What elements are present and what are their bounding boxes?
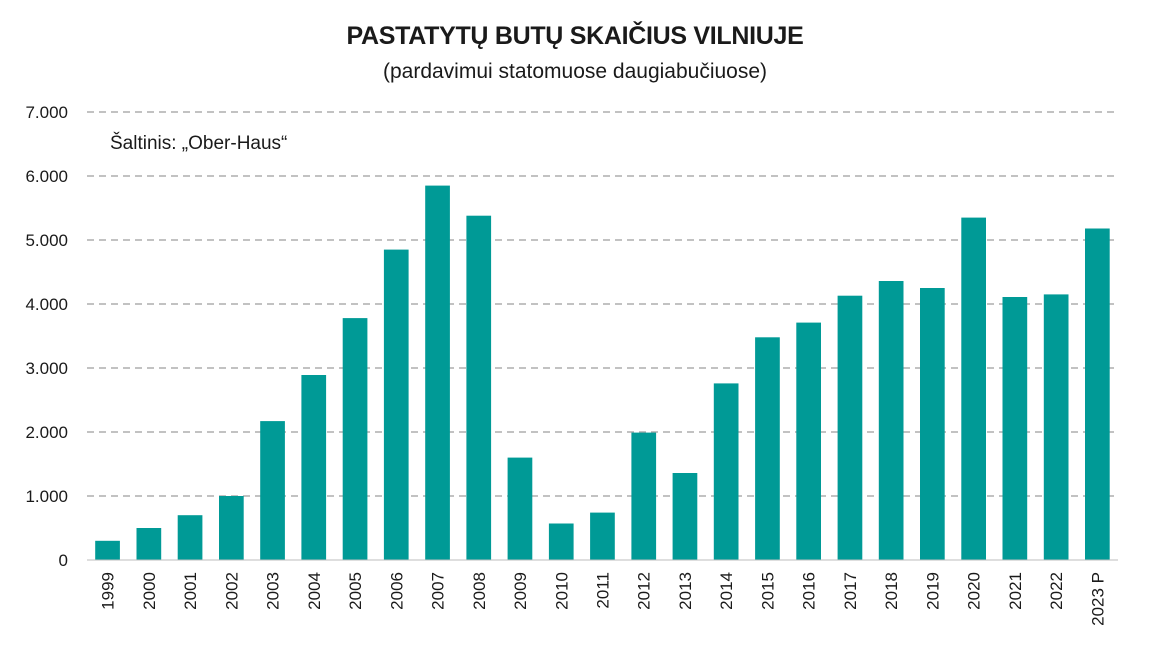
bar bbox=[219, 496, 244, 560]
bars bbox=[95, 185, 1110, 560]
bar bbox=[755, 337, 780, 560]
bar bbox=[507, 457, 533, 560]
x-axis-ticks: 1999 2000 2001 2002 2003 2004 2005 2006 2007 2008… bbox=[99, 572, 1108, 626]
x-tick-label: 2007 bbox=[429, 572, 448, 610]
bar bbox=[837, 295, 863, 560]
bar bbox=[177, 515, 203, 560]
bar bbox=[961, 217, 986, 560]
x-tick-label: 2015 bbox=[759, 572, 778, 610]
y-tick-label: 4.000 bbox=[25, 295, 68, 314]
bar bbox=[920, 288, 945, 560]
bar bbox=[136, 528, 162, 560]
x-tick-label: 2002 bbox=[222, 572, 241, 610]
x-tick-label: 2005 bbox=[346, 572, 365, 610]
y-tick-label: 6.000 bbox=[25, 167, 68, 186]
x-tick-label: 2011 bbox=[594, 572, 613, 609]
x-tick-label: 2020 bbox=[965, 572, 984, 610]
x-tick-label: 2006 bbox=[387, 572, 406, 610]
y-tick-label: 7.000 bbox=[25, 103, 68, 122]
y-tick-label: 5.000 bbox=[25, 231, 68, 250]
x-tick-label: 2013 bbox=[676, 572, 695, 610]
bar bbox=[301, 375, 327, 560]
x-tick-label: 2019 bbox=[923, 572, 942, 610]
y-tick-label: 1.000 bbox=[25, 487, 68, 506]
bar bbox=[631, 432, 657, 560]
x-tick-label: 2014 bbox=[717, 572, 736, 610]
bar bbox=[1085, 228, 1110, 560]
bar bbox=[590, 512, 615, 560]
x-tick-label: 2003 bbox=[264, 572, 283, 610]
chart-subtitle: (pardavimui statomuose daugiabučiuose) bbox=[382, 60, 768, 83]
bar bbox=[548, 523, 574, 560]
bar bbox=[342, 318, 368, 560]
x-tick-label: 2008 bbox=[470, 572, 489, 610]
bar bbox=[672, 473, 698, 560]
x-tick-label: 2017 bbox=[841, 572, 860, 610]
bar bbox=[796, 322, 821, 560]
x-tick-label: 2018 bbox=[882, 572, 901, 610]
x-tick-label: 2000 bbox=[140, 572, 159, 610]
y-tick-label: 0 bbox=[59, 551, 68, 570]
x-tick-label: 1999 bbox=[99, 572, 118, 610]
x-tick-label: 2004 bbox=[305, 572, 324, 610]
bar bbox=[713, 383, 739, 560]
bar bbox=[425, 185, 450, 560]
bar bbox=[466, 215, 492, 560]
y-axis-ticks: 0 1.000 2.000 3.000 4.000 5.000 6.000 7.000 bbox=[25, 103, 68, 570]
chart-title: PASTATYTŲ BUTŲ SKAIČIUS VILNIUJE bbox=[346, 22, 804, 50]
gridlines bbox=[87, 111, 1118, 497]
bar bbox=[1043, 294, 1069, 560]
source-annotation: Šaltinis: „Ober-Haus“ bbox=[110, 133, 288, 154]
x-tick-label: 2021 bbox=[1006, 572, 1025, 610]
bar bbox=[1002, 297, 1028, 560]
x-tick-label: 2022 bbox=[1047, 572, 1066, 610]
x-tick-label: 2001 bbox=[181, 572, 200, 610]
x-tick-label: 2010 bbox=[552, 572, 571, 610]
y-tick-label: 3.000 bbox=[25, 359, 68, 378]
x-tick-label: 2016 bbox=[800, 572, 819, 610]
bar bbox=[878, 281, 904, 560]
bar bbox=[383, 249, 409, 560]
bar bbox=[260, 421, 285, 560]
bar bbox=[95, 540, 120, 560]
y-tick-label: 2.000 bbox=[25, 423, 68, 442]
x-tick-label: 2009 bbox=[511, 572, 530, 610]
x-tick-label: 2023 P bbox=[1088, 572, 1107, 626]
x-tick-label: 2012 bbox=[635, 572, 654, 610]
